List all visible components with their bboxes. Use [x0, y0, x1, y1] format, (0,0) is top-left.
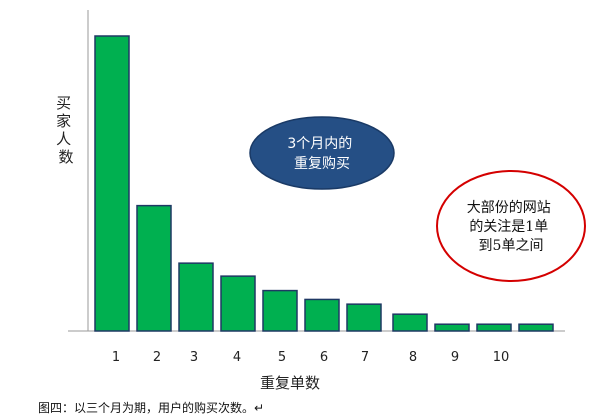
x-tick-label: 4: [233, 350, 241, 365]
bar-2: [136, 204, 172, 332]
bar-4: [220, 275, 256, 332]
x-tick-label: 2: [153, 350, 161, 365]
x-tick-label: 10: [493, 350, 510, 365]
bar-11: [518, 323, 554, 332]
x-tick-labels: 1 2 3 4 5 6 7 8 9 10: [112, 350, 509, 365]
x-tick-label: 6: [320, 350, 328, 365]
bar-5: [262, 289, 298, 332]
figure-caption: 图四：以三个月为期，用户的购买次数。↵: [38, 401, 265, 415]
bar-8: [392, 313, 428, 332]
x-tick-label: 5: [278, 350, 286, 365]
bar-7: [346, 303, 382, 332]
x-tick-label: 9: [451, 350, 459, 365]
x-tick-label: 3: [190, 350, 198, 365]
y-axis-label: 买 家 人 数: [56, 94, 76, 166]
bar-9: [434, 323, 470, 332]
x-tick-label: 7: [361, 350, 369, 365]
bar-chart: 1 2 3 4 5 6 7 8 9 10 买 家 人 数 重复单数 3个月内的 重复购买 大部份的…: [56, 10, 586, 392]
x-tick-label: 8: [409, 350, 417, 365]
bar-group: [94, 35, 554, 332]
ellipse-note-left-text: 3个月内的 重复购买: [287, 136, 356, 172]
bar-10: [476, 323, 512, 332]
ellipse-note-left: [249, 116, 395, 190]
x-tick-label: 1: [112, 350, 120, 365]
ellipse-note-right-text: 大部份的网站 的关注是1单 到5单之间: [467, 200, 555, 254]
bar-3: [178, 262, 214, 332]
x-axis-label: 重复单数: [260, 374, 320, 392]
bar-6: [304, 298, 340, 332]
ellipse-note-right: [436, 170, 586, 282]
bar-1: [94, 35, 130, 332]
